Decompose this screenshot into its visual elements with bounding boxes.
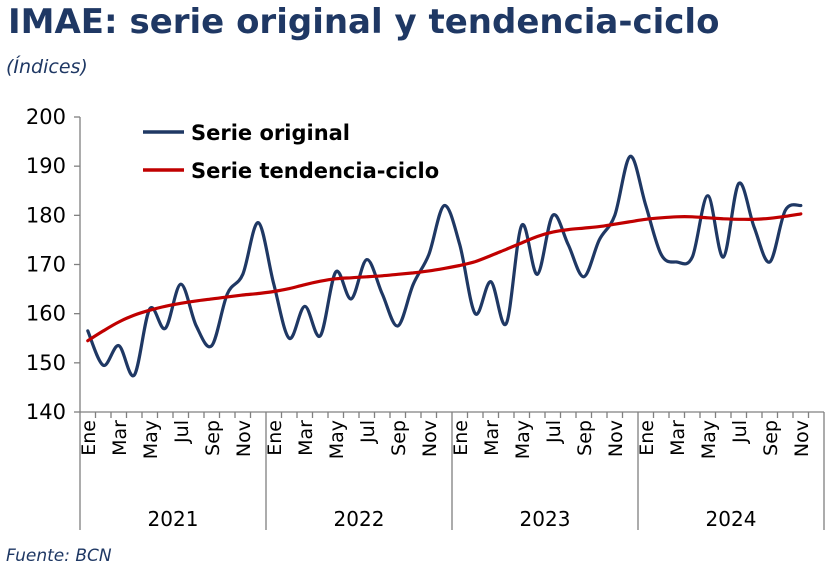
x-tick-label: Mar (295, 420, 317, 456)
legend-item-trend-label: Serie tendencia-ciclo (191, 159, 439, 183)
x-axis-ticks: Ene Mar May Jul Sep Nov Ene Mar May Jul Sep Nov Ene M… (78, 412, 813, 531)
x-tick-label: May (140, 420, 162, 459)
x-tick-label: Mar (109, 420, 131, 456)
x-tick-label: Jul (171, 420, 193, 444)
y-tick-label: 190 (26, 154, 66, 178)
series-original-line (86, 154, 803, 378)
y-tick-label: 170 (26, 253, 66, 277)
y-tick-label: 200 (26, 105, 66, 129)
x-tick-label: May (512, 420, 534, 459)
x-tick-label: Sep (202, 420, 224, 456)
chart-title: IMAE: serie original y tendencia-ciclo (8, 2, 720, 42)
x-tick-label: Nov (419, 420, 441, 457)
y-tick-label: 160 (26, 302, 66, 326)
x-tick-label: May (326, 420, 348, 459)
x-tick-label: Jul (357, 420, 379, 444)
x-tick-label: Jul (543, 420, 565, 444)
chart-lines (86, 154, 803, 378)
legend-item-original-label: Serie original (191, 121, 350, 145)
y-tick-label: 180 (26, 203, 66, 227)
year-label: 2021 (148, 507, 199, 531)
x-tick-label: Mar (481, 420, 503, 456)
x-tick-label: Sep (574, 420, 596, 456)
x-tick-label: Jul (729, 420, 751, 444)
x-tick-label: Nov (605, 420, 627, 457)
y-tick-label: 140 (26, 400, 66, 424)
x-tick-label: Nov (791, 420, 813, 457)
x-tick-label: May (698, 420, 720, 459)
x-tick-label: Ene (264, 420, 286, 456)
x-tick-label: Sep (760, 420, 782, 456)
x-tick-label: Ene (636, 420, 658, 456)
y-axis-ticks: 140 150 160 170 180 190 200 (26, 105, 80, 424)
series-trend-line (86, 212, 803, 343)
year-label: 2022 (334, 507, 385, 531)
chart-legend: Serie original Serie tendencia-ciclo (143, 121, 439, 183)
x-tick-label: Mar (667, 420, 689, 456)
source-note: Fuente: BCN (6, 546, 112, 566)
x-tick-label: Nov (233, 420, 255, 457)
year-label: 2024 (706, 507, 757, 531)
x-tick-label: Sep (388, 420, 410, 456)
x-tick-label: Ene (78, 420, 100, 456)
chart-subtitle: (Índices) (6, 56, 88, 78)
year-label: 2023 (520, 507, 571, 531)
x-tick-label: Ene (450, 420, 472, 456)
y-tick-label: 150 (26, 351, 66, 375)
